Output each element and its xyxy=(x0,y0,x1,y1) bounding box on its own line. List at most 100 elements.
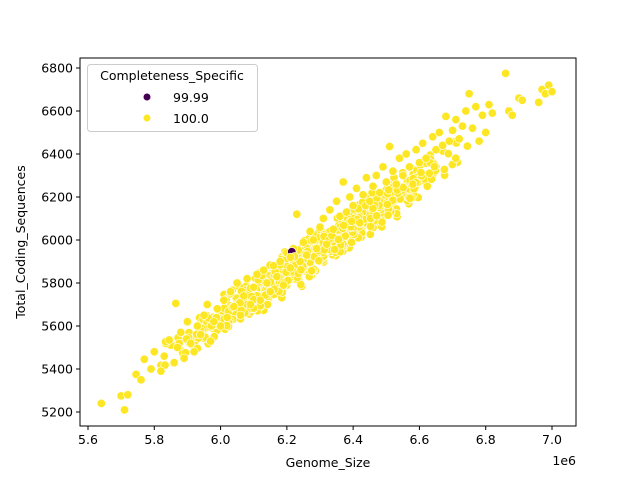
data-point xyxy=(339,220,349,230)
data-point xyxy=(346,237,356,247)
data-point xyxy=(366,222,376,232)
data-point xyxy=(285,252,295,262)
data-point xyxy=(501,68,511,78)
y-tick-label: 6400 xyxy=(41,147,73,162)
data-point xyxy=(408,179,418,189)
legend-label-100-0: 100.0 xyxy=(173,111,209,126)
data-point xyxy=(192,321,202,331)
data-point xyxy=(507,110,517,120)
data-point xyxy=(333,235,343,245)
x-axis: 5.6 5.8 6.0 6.2 6.4 6.6 6.8 7.0 xyxy=(78,426,562,447)
data-point xyxy=(484,100,494,110)
data-point xyxy=(186,338,196,348)
data-point xyxy=(232,278,242,288)
data-point xyxy=(156,366,166,376)
data-point xyxy=(245,299,255,309)
y-axis: 5200 5400 5600 5800 6000 6200 6400 6600 6800 xyxy=(41,61,80,420)
data-point xyxy=(196,330,206,340)
data-point xyxy=(351,183,361,193)
data-point xyxy=(391,179,401,189)
data-point xyxy=(414,158,424,168)
data-point xyxy=(457,121,467,131)
data-point xyxy=(315,222,325,232)
data-point xyxy=(275,256,285,266)
data-point xyxy=(285,263,295,273)
data-point xyxy=(202,299,212,309)
data-point xyxy=(139,354,149,364)
data-point xyxy=(302,250,312,260)
data-point xyxy=(394,153,404,163)
y-tick-label: 5800 xyxy=(41,276,73,291)
data-point xyxy=(382,199,392,209)
y-tick-label: 5200 xyxy=(41,405,73,420)
data-point xyxy=(176,327,186,337)
x-tick-label: 7.0 xyxy=(542,432,562,447)
data-point xyxy=(212,304,222,314)
data-point xyxy=(348,201,358,211)
y-tick-label: 6800 xyxy=(41,61,73,76)
data-point xyxy=(375,188,385,198)
y-axis-label: Total_Coding_Sequences xyxy=(13,165,28,320)
data-point xyxy=(365,196,375,206)
data-point xyxy=(384,185,394,195)
data-point xyxy=(377,217,387,227)
data-point xyxy=(189,347,199,357)
data-point xyxy=(451,115,461,125)
data-point xyxy=(371,171,381,181)
legend-title: Completeness_Specific xyxy=(100,68,244,83)
data-point xyxy=(229,302,239,312)
data-point xyxy=(328,224,338,234)
data-point xyxy=(416,168,426,178)
data-point xyxy=(385,142,395,152)
x-offset-label: 1e6 xyxy=(552,453,576,468)
data-point xyxy=(278,280,288,290)
data-point xyxy=(481,128,491,138)
x-tick-label: 6.6 xyxy=(409,432,429,447)
data-point xyxy=(159,351,169,361)
data-point xyxy=(96,398,106,408)
data-point xyxy=(206,336,216,346)
x-tick-label: 6.8 xyxy=(476,432,496,447)
data-point xyxy=(209,317,219,327)
data-point xyxy=(296,265,306,275)
data-point xyxy=(305,226,315,236)
y-tick-label: 6000 xyxy=(41,233,73,248)
legend-marker-icon xyxy=(143,93,151,101)
data-point xyxy=(431,145,441,155)
y-tick-label: 5400 xyxy=(41,362,73,377)
data-point xyxy=(464,89,474,99)
data-point xyxy=(355,218,365,228)
y-tick-label: 6200 xyxy=(41,190,73,205)
data-point xyxy=(368,181,378,191)
data-point xyxy=(441,111,451,121)
data-point xyxy=(173,342,183,352)
data-point xyxy=(216,321,226,331)
data-point xyxy=(182,317,192,327)
data-point xyxy=(330,245,340,255)
axes-frame xyxy=(79,57,577,427)
data-point xyxy=(358,190,368,200)
data-point xyxy=(448,125,458,135)
data-point xyxy=(136,375,146,385)
legend-label-99-99: 99.99 xyxy=(173,90,209,105)
data-point xyxy=(322,239,332,249)
x-tick-label: 6.0 xyxy=(211,432,231,447)
data-point xyxy=(411,145,421,155)
data-point xyxy=(335,211,345,221)
x-tick-label: 5.6 xyxy=(78,432,98,447)
data-point xyxy=(517,95,527,105)
data-point xyxy=(332,196,342,206)
data-points xyxy=(96,68,557,415)
data-point xyxy=(146,364,156,374)
data-point xyxy=(361,173,371,183)
data-point xyxy=(471,102,481,112)
x-axis-label: Genome_Size xyxy=(286,455,371,470)
data-point xyxy=(149,347,159,357)
data-point xyxy=(226,287,236,297)
data-point xyxy=(347,216,357,226)
data-point xyxy=(428,132,438,142)
data-point xyxy=(547,87,557,97)
data-point xyxy=(199,310,209,320)
data-point xyxy=(169,358,179,368)
